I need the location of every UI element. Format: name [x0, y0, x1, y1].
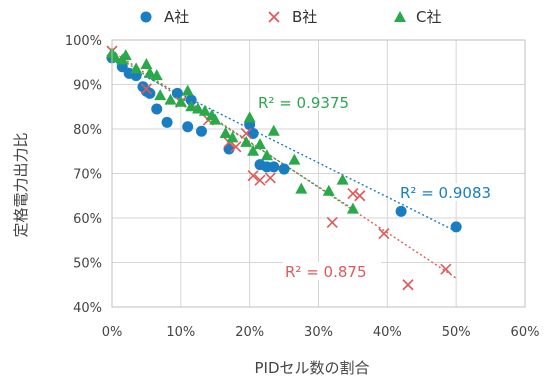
point-s2-23 — [260, 149, 273, 161]
point-s1-1 — [140, 83, 152, 95]
point-s2-13 — [192, 102, 205, 114]
data-points — [106, 45, 462, 291]
y-tick-label-1: 50% — [73, 257, 102, 272]
legend-marker-a — [140, 11, 152, 23]
legend: A社 B社 C社 — [140, 8, 441, 26]
point-s2-12 — [185, 100, 198, 112]
point-s2-24 — [267, 124, 280, 136]
legend-marker-c — [394, 11, 406, 22]
point-s1-15 — [440, 263, 452, 275]
point-s0-10 — [182, 121, 194, 133]
point-s1-5 — [230, 141, 242, 153]
point-s2-18 — [226, 131, 239, 143]
point-s2-3 — [119, 49, 132, 61]
plot-area-border — [111, 39, 526, 308]
point-s2-4 — [130, 62, 143, 74]
point-s2-10 — [174, 95, 187, 107]
trendlines — [111, 50, 457, 279]
point-s1-12 — [354, 190, 366, 202]
point-s2-16 — [209, 113, 222, 125]
point-s0-12 — [195, 125, 207, 137]
x-tick-label-1: 10% — [166, 325, 195, 340]
r2-text-b: R² = 0.875 — [285, 263, 366, 281]
y-tick-labels: 40% 50% 60% 70% 80% 90% 100% — [65, 34, 102, 316]
y-axis-title: 定格電力出力比 — [12, 132, 30, 237]
point-s2-5 — [140, 57, 153, 69]
point-s2-9 — [164, 93, 177, 105]
point-s0-9 — [171, 87, 183, 99]
trendline-2 — [111, 52, 354, 210]
point-s2-20 — [243, 111, 256, 123]
r2-label-b: R² = 0.875 — [283, 262, 381, 281]
point-s0-19 — [278, 163, 290, 175]
x-tick-labels: 0% 10% 20% 30% 40% 50% 60% — [102, 325, 540, 340]
point-s0-8 — [161, 116, 173, 128]
point-s1-13 — [378, 228, 390, 240]
trendline-0 — [111, 59, 457, 232]
plot-border — [111, 39, 526, 308]
point-s2-7 — [150, 69, 163, 81]
point-s0-21 — [450, 221, 462, 233]
y-tick-label-3: 70% — [73, 168, 102, 183]
point-s2-27 — [322, 184, 335, 196]
point-s1-7 — [247, 170, 259, 182]
point-s1-10 — [326, 216, 338, 229]
legend-label-b: B社 — [292, 8, 317, 26]
point-s1-11 — [347, 187, 359, 200]
point-s2-14 — [198, 104, 211, 116]
y-tick-label-6: 100% — [65, 34, 102, 49]
x-tick-label-6: 60% — [511, 325, 540, 340]
y-tick-label-4: 80% — [73, 123, 102, 138]
point-s0-11 — [185, 94, 197, 106]
point-s2-17 — [219, 126, 232, 138]
legend-label-c: C社 — [416, 8, 441, 26]
x-tick-label-5: 50% — [442, 325, 471, 340]
point-s1-9 — [264, 172, 276, 184]
point-s2-21 — [247, 144, 260, 156]
r2-label-a: R² = 0.9083 — [398, 183, 508, 202]
r2-text-c: R² = 0.9375 — [258, 94, 349, 112]
point-s2-25 — [288, 153, 301, 165]
point-s0-18 — [268, 161, 280, 173]
point-s2-6 — [143, 66, 156, 78]
point-s0-20 — [395, 205, 407, 217]
x-tick-label-4: 40% — [373, 325, 402, 340]
y-tick-label-2: 60% — [73, 212, 102, 227]
point-s2-28 — [336, 173, 349, 185]
legend-marker-b — [268, 11, 280, 23]
point-s2-22 — [253, 138, 266, 150]
legend-item-b: B社 — [268, 8, 317, 26]
point-s2-26 — [295, 182, 308, 194]
point-s1-6 — [240, 127, 252, 140]
x-tick-label-2: 20% — [235, 325, 264, 340]
x-tick-label-3: 30% — [304, 325, 333, 340]
x-tick-label-0: 0% — [102, 325, 123, 340]
legend-item-a: A社 — [140, 8, 189, 26]
point-s0-7 — [151, 103, 163, 115]
legend-item-c: C社 — [394, 8, 441, 26]
x-axis-title: PIDセル数の割合 — [254, 359, 369, 377]
point-s1-14 — [402, 279, 414, 291]
y-tick-label-0: 40% — [73, 301, 102, 316]
point-s2-8 — [154, 89, 167, 101]
point-s2-19 — [240, 135, 253, 147]
y-tick-label-5: 90% — [73, 79, 102, 94]
gridlines — [111, 39, 526, 308]
r2-label-c: R² = 0.9375 — [256, 93, 362, 112]
point-s0-15 — [247, 127, 259, 139]
trendline-1 — [111, 50, 457, 279]
point-s2-29 — [346, 202, 359, 214]
point-s1-8 — [254, 174, 266, 186]
legend-label-a: A社 — [164, 8, 189, 26]
r2-text-a: R² = 0.9083 — [400, 184, 491, 202]
point-s2-11 — [181, 84, 194, 96]
